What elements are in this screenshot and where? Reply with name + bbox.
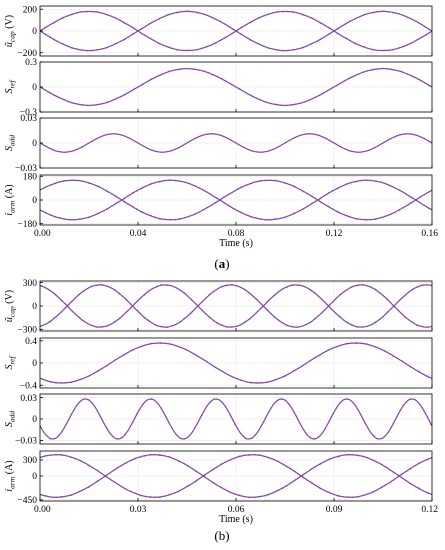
x-tick-label: 0.12 — [421, 505, 438, 515]
y-tick-label: −0.3 — [20, 108, 37, 118]
y-tick-label: 0 — [32, 139, 37, 149]
series-reference-line-1 — [40, 284, 432, 328]
y-axis-label: iarm (A) — [4, 460, 17, 491]
y-axis-label: Sref — [4, 80, 17, 94]
series-reference-line-2 — [40, 179, 432, 221]
y-tick-label: 0 — [32, 415, 37, 425]
y-tick-label: −200 — [17, 49, 37, 59]
y-axis-label: Sref — [4, 356, 17, 370]
x-tick-label: 0.00 — [34, 229, 51, 239]
series-reference-line-1 — [40, 342, 432, 384]
y-tick-label: 0 — [32, 472, 37, 482]
series-reference-line-2 — [40, 453, 432, 499]
series-reference-line-1 — [40, 11, 432, 51]
series-reference-line-1 — [40, 67, 432, 107]
subplot-3: 0.03 0 −0.03 Sadd — [4, 114, 433, 174]
y-axis-label: Sadd — [4, 135, 17, 152]
y-tick-label: 0 — [32, 359, 37, 369]
y-tick-label: −0.03 — [15, 164, 37, 174]
y-axis-label: ũcap (V) — [4, 15, 17, 47]
y-tick-label: 200 — [23, 5, 38, 15]
y-tick-label: −180 — [17, 220, 37, 230]
x-tick-label: 0.04 — [130, 229, 147, 239]
y-tick-label: 0 — [32, 27, 37, 37]
y-axis-label: Sadd — [4, 411, 17, 428]
x-tick-label: 0.06 — [228, 505, 245, 515]
subplot-3: 0.03 0 −0.03 Sadd — [4, 393, 433, 447]
x-tick-label: 0.00 — [34, 505, 51, 515]
panel-caption: (b) — [214, 528, 229, 543]
subplot-2: 0.3 0 −0.3 Sref — [4, 58, 433, 118]
subplot-2: 0.4 0 −0.4 Sref — [4, 337, 433, 391]
x-tick-label: 0.08 — [228, 229, 245, 239]
series-reference-line-2 — [40, 10, 432, 52]
x-tick-label: 0.09 — [326, 505, 343, 515]
y-tick-label: 0.3 — [25, 58, 37, 68]
y-tick-label: −0.03 — [15, 437, 37, 447]
series-reference-line-1 — [40, 398, 432, 440]
y-tick-label: 0 — [32, 302, 37, 312]
y-tick-label: −450 — [17, 496, 37, 506]
panel-caption: (a) — [214, 256, 229, 271]
series-reference-line-1 — [40, 133, 432, 153]
x-tick-label: 0.16 — [421, 229, 438, 239]
series-reference-line-1 — [40, 179, 432, 221]
x-axis-label: Time (s) — [219, 514, 253, 525]
y-tick-label: 300 — [23, 456, 38, 466]
y-tick-label: 0.03 — [20, 114, 37, 124]
y-axis-label: ũcap (V) — [4, 290, 17, 322]
y-tick-label: 0 — [32, 196, 37, 206]
x-tick-label: 0.03 — [130, 505, 147, 515]
y-tick-label: 180 — [23, 173, 38, 183]
y-tick-label: 300 — [23, 279, 38, 289]
y-axis-label: iarm (A) — [4, 184, 17, 215]
y-tick-label: −300 — [17, 326, 37, 336]
y-tick-label: −0.4 — [20, 381, 37, 391]
y-tick-label: 0.03 — [20, 394, 37, 404]
x-axis-label: Time (s) — [219, 238, 253, 249]
series-reference-line-2 — [40, 284, 432, 328]
x-tick-label: 0.12 — [326, 229, 343, 239]
y-tick-label: 0 — [32, 83, 37, 93]
y-tick-label: 0.4 — [25, 337, 37, 347]
